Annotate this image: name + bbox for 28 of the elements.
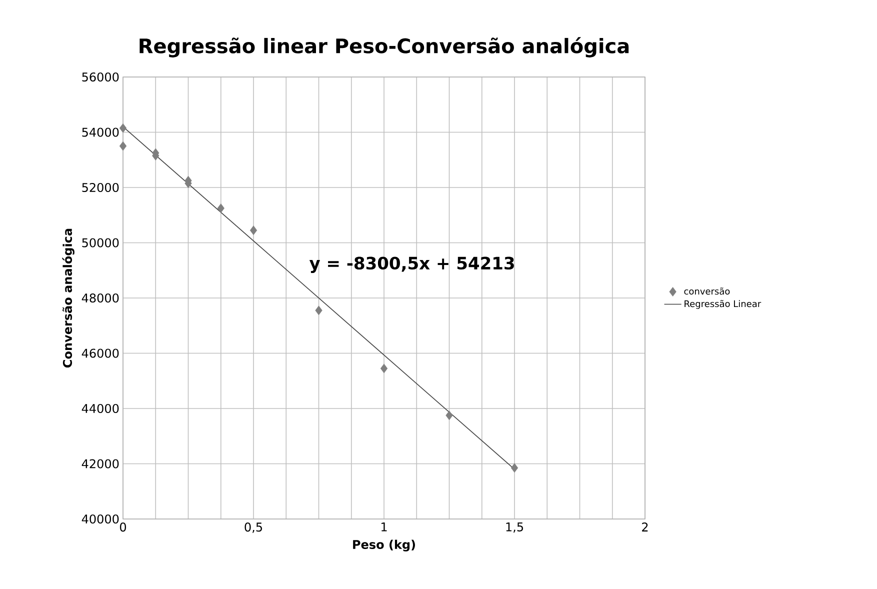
point (119, 123, 127, 133)
x-tick-label: 0,5 (244, 522, 262, 533)
y-tick-label: 50000 (82, 238, 119, 248)
point (119, 141, 127, 151)
y-tick-label: 54000 (82, 128, 119, 137)
annotation: y = -8300,5x + 54213 (309, 256, 514, 273)
y-tick-label: 46000 (82, 348, 119, 358)
x-tick-label: 1,5 (506, 522, 523, 533)
point (315, 306, 322, 316)
y-tick-label: 44000 (82, 404, 119, 414)
legend-label: conversão (684, 288, 730, 295)
point (217, 204, 224, 213)
point (380, 364, 388, 374)
y-tick-label: 48000 (82, 293, 119, 303)
y-tick-label: 56000 (82, 72, 119, 82)
legend-label: Regressão Linear (684, 300, 762, 309)
y-axis-title: Conversão analógica (62, 228, 74, 368)
x-axis-title: Peso (kg) (353, 540, 415, 552)
y-tick-label: 52000 (82, 182, 119, 192)
point (510, 463, 518, 473)
point (250, 226, 258, 236)
x-tick-label: 1 (382, 522, 387, 532)
point (446, 410, 453, 420)
x-tick-label: 0 (120, 522, 126, 532)
y-tick-label: 42000 (82, 459, 119, 468)
y-tick-label: 40000 (82, 514, 119, 524)
x-tick-label: 2 (642, 522, 648, 532)
chart-title: Regressão linear Peso-Conversão analógica (140, 37, 629, 58)
